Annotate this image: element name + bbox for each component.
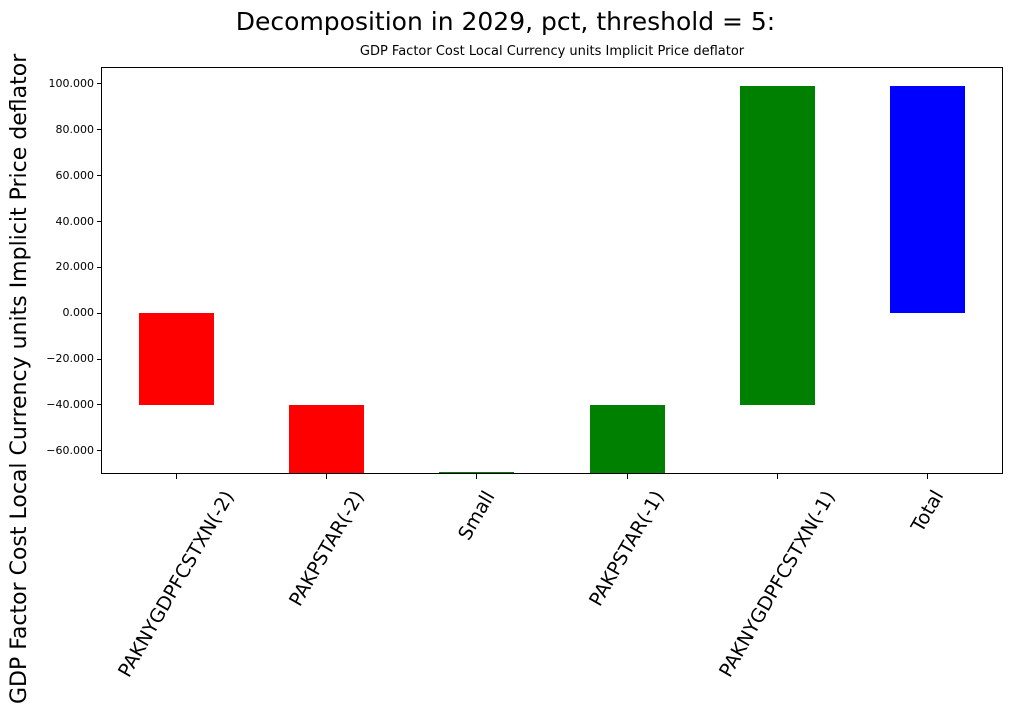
y-tick-mark	[97, 129, 101, 131]
waterfall-bar	[740, 85, 815, 406]
waterfall-bar	[589, 405, 665, 474]
y-tick-label: 80.000	[55, 122, 95, 136]
y-tick-mark	[97, 358, 101, 360]
y-tick-label: −60.000	[46, 443, 94, 457]
x-tick-mark	[476, 474, 478, 479]
axes-title: GDP Factor Cost Local Currency units Imp…	[359, 44, 745, 59]
waterfall-bar	[890, 85, 966, 314]
x-tick-label: Total	[907, 486, 949, 537]
y-axis-label: GDP Factor Cost Local Currency units Imp…	[7, 53, 32, 704]
y-tick-mark	[97, 312, 101, 314]
y-tick-label: 60.000	[55, 168, 95, 182]
waterfall-bar	[289, 405, 364, 474]
y-tick-label: 40.000	[55, 214, 95, 228]
x-tick-label: PAKPSTAR(-2)	[284, 486, 369, 610]
y-tick-mark	[97, 175, 101, 177]
y-tick-mark	[97, 450, 101, 452]
y-tick-label: 100.000	[48, 76, 95, 90]
chart-title: Decomposition in 2029, pct, threshold = …	[235, 7, 776, 36]
y-tick-mark	[97, 404, 101, 406]
x-tick-mark	[927, 474, 929, 479]
waterfall-bar	[138, 313, 214, 406]
x-tick-mark	[326, 474, 327, 479]
y-tick-label: 0.000	[62, 306, 95, 320]
x-tick-label: PAKNYGDPFCSTXN(-1)	[715, 486, 840, 681]
y-tick-label: −40.000	[46, 397, 94, 411]
y-tick-mark	[97, 266, 101, 268]
x-tick-mark	[626, 474, 628, 479]
x-tick-label: PAKPSTAR(-1)	[585, 486, 670, 610]
x-tick-label: PAKNYGDPFCSTXN(-2)	[113, 486, 239, 681]
y-tick-label: −20.000	[46, 352, 94, 366]
x-tick-label: Small	[454, 487, 500, 544]
y-tick-mark	[97, 83, 101, 85]
plot-area	[101, 67, 1003, 474]
y-tick-label: 20.000	[55, 260, 95, 274]
y-tick-mark	[97, 221, 101, 223]
x-tick-mark	[175, 474, 177, 479]
x-tick-mark	[777, 474, 778, 479]
